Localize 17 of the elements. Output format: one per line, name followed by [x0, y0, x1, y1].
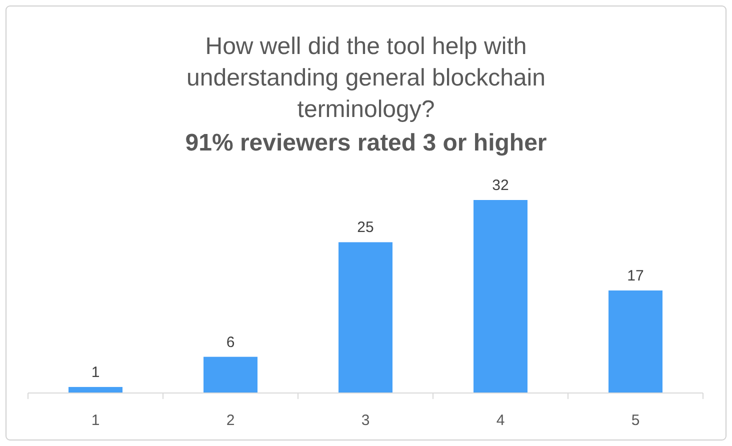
bar	[608, 290, 662, 393]
chart-subtitle: 91% reviewers rated 3 or higher	[185, 130, 547, 156]
bar	[68, 386, 122, 393]
bar	[338, 242, 392, 393]
x-tick-label: 1	[91, 412, 100, 429]
data-label: 6	[226, 334, 235, 351]
data-label: 1	[91, 364, 100, 381]
x-tick-label: 3	[361, 412, 370, 429]
x-tick-label: 2	[226, 412, 235, 429]
x-tick-label: 4	[496, 412, 505, 429]
data-label: 32	[492, 177, 509, 194]
data-label: 17	[627, 267, 644, 284]
bar	[204, 356, 258, 393]
x-tick-label: 5	[631, 412, 640, 429]
data-label: 25	[357, 219, 374, 236]
bar	[474, 200, 528, 393]
chart-title: How well did the tool help with understanding general blockchain terminology?	[186, 33, 546, 123]
